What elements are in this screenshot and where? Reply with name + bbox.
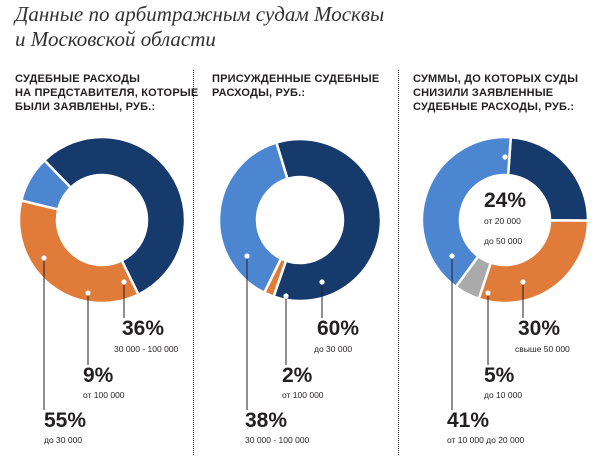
chart-1-category-label-orange: 30 000 - 100 000 xyxy=(114,344,179,354)
column-separator-1 xyxy=(193,70,194,455)
chart-3-leader-dot-blue xyxy=(449,253,455,259)
chart-2-heading: ПРИСУЖДЕННЫЕ СУДЕБНЫЕ РАСХОДЫ, РУБ.: xyxy=(212,72,379,100)
chart-1-value-label-orange: 36% xyxy=(122,317,165,340)
chart-1-heading-line-2: НА ПРЕДСТАВИТЕЛЯ, КОТОРЫЕ xyxy=(15,87,199,99)
chart-1-heading-line-1: СУДЕБНЫЕ РАСХОДЫ xyxy=(15,73,141,85)
chart-1-value-label-blue: 9% xyxy=(83,364,114,387)
chart-2-slice-navy xyxy=(272,137,383,303)
chart-1-slice-orange xyxy=(17,198,141,305)
chart-3-heading-line-2: СНИЗИЛИ ЗАЯВЛЕННЫЕ xyxy=(413,87,554,99)
chart-2-leader-dot-orange xyxy=(283,293,289,299)
chart-3-slice-orange xyxy=(477,219,590,305)
chart-3-heading-line-3: СУДЕБНЫЕ РАСХОДЫ, РУБ.: xyxy=(413,101,575,113)
chart-3-slice-blue xyxy=(420,135,513,289)
chart-2-category-label-navy: до 30 000 xyxy=(314,344,353,354)
chart-1-leader-dot-blue xyxy=(85,290,91,296)
chart-3-value-label-gray: 5% xyxy=(484,364,515,387)
chart-3-leader-dot-navy xyxy=(502,154,508,160)
chart-3-heading-line-1: СУММЫ, ДО КОТОРЫХ СУДЫ xyxy=(413,73,579,85)
chart-2-leader-dot-navy xyxy=(319,279,325,285)
chart-3-category-label-navy-line-1: от 20 000 xyxy=(484,216,521,226)
chart-3-value-label-blue: 41% xyxy=(447,409,490,432)
chart-2-category-label-blue: 30 000 - 100 000 xyxy=(245,435,310,445)
column-separator-2 xyxy=(398,70,399,455)
chart-3-category-label-gray: до 10 000 xyxy=(484,390,523,400)
chart-2-value-label-navy: 60% xyxy=(317,317,360,340)
chart-2-leader-dot-blue xyxy=(244,253,250,259)
title-line-2: и Московской области xyxy=(15,27,216,51)
chart-3-value-label-navy: 24% xyxy=(484,189,527,212)
chart-1-slice-blue xyxy=(19,158,73,211)
chart-1-slice-navy xyxy=(42,135,187,297)
chart-2-slice-blue xyxy=(217,140,289,295)
chart-3-donut xyxy=(420,135,590,410)
chart-2-category-label-orange: от 100 000 xyxy=(282,390,324,400)
chart-1-category-label-blue: от 100 000 xyxy=(83,390,125,400)
chart-2-value-label-blue: 38% xyxy=(245,409,288,432)
chart-3-heading: СУММЫ, ДО КОТОРЫХ СУДЫ СНИЗИЛИ ЗАЯВЛЕННЫ… xyxy=(413,72,578,114)
chart-3-leader-dot-gray xyxy=(485,290,491,296)
chart-1-heading-line-3: БЫЛИ ЗАЯВЛЕНЫ, РУБ.: xyxy=(15,101,156,113)
chart-3-category-label-blue: от 10 000 до 20 000 xyxy=(447,435,525,445)
chart-2-heading-line-2: РАСХОДЫ, РУБ.: xyxy=(212,87,306,99)
chart-3-category-label-navy-line-2: до 50 000 xyxy=(484,236,523,246)
chart-3-category-label-orange: свыше 50 000 xyxy=(515,344,570,354)
chart-1-leader-dot-orange xyxy=(121,279,127,285)
chart-3-leader-dot-orange xyxy=(520,279,526,285)
chart-1-value-label-navy: 55% xyxy=(44,409,87,432)
title-line-1: Данные по арбитражным судам Москвы xyxy=(15,2,385,26)
chart-1-category-label-navy: до 30 000 xyxy=(44,435,83,445)
chart-2-donut xyxy=(217,137,383,410)
chart-1-donut xyxy=(17,135,187,410)
chart-1-leader-dot-navy xyxy=(41,255,47,261)
chart-1-heading: СУДЕБНЫЕ РАСХОДЫ НА ПРЕДСТАВИТЕЛЯ, КОТОР… xyxy=(15,72,198,114)
chart-2-heading-line-1: ПРИСУЖДЕННЫЕ СУДЕБНЫЕ xyxy=(212,73,380,85)
chart-3-value-label-orange: 30% xyxy=(518,317,561,340)
page-title: Данные по арбитражным судам Москвы и Мос… xyxy=(15,2,384,52)
chart-2-value-label-orange: 2% xyxy=(282,364,313,387)
